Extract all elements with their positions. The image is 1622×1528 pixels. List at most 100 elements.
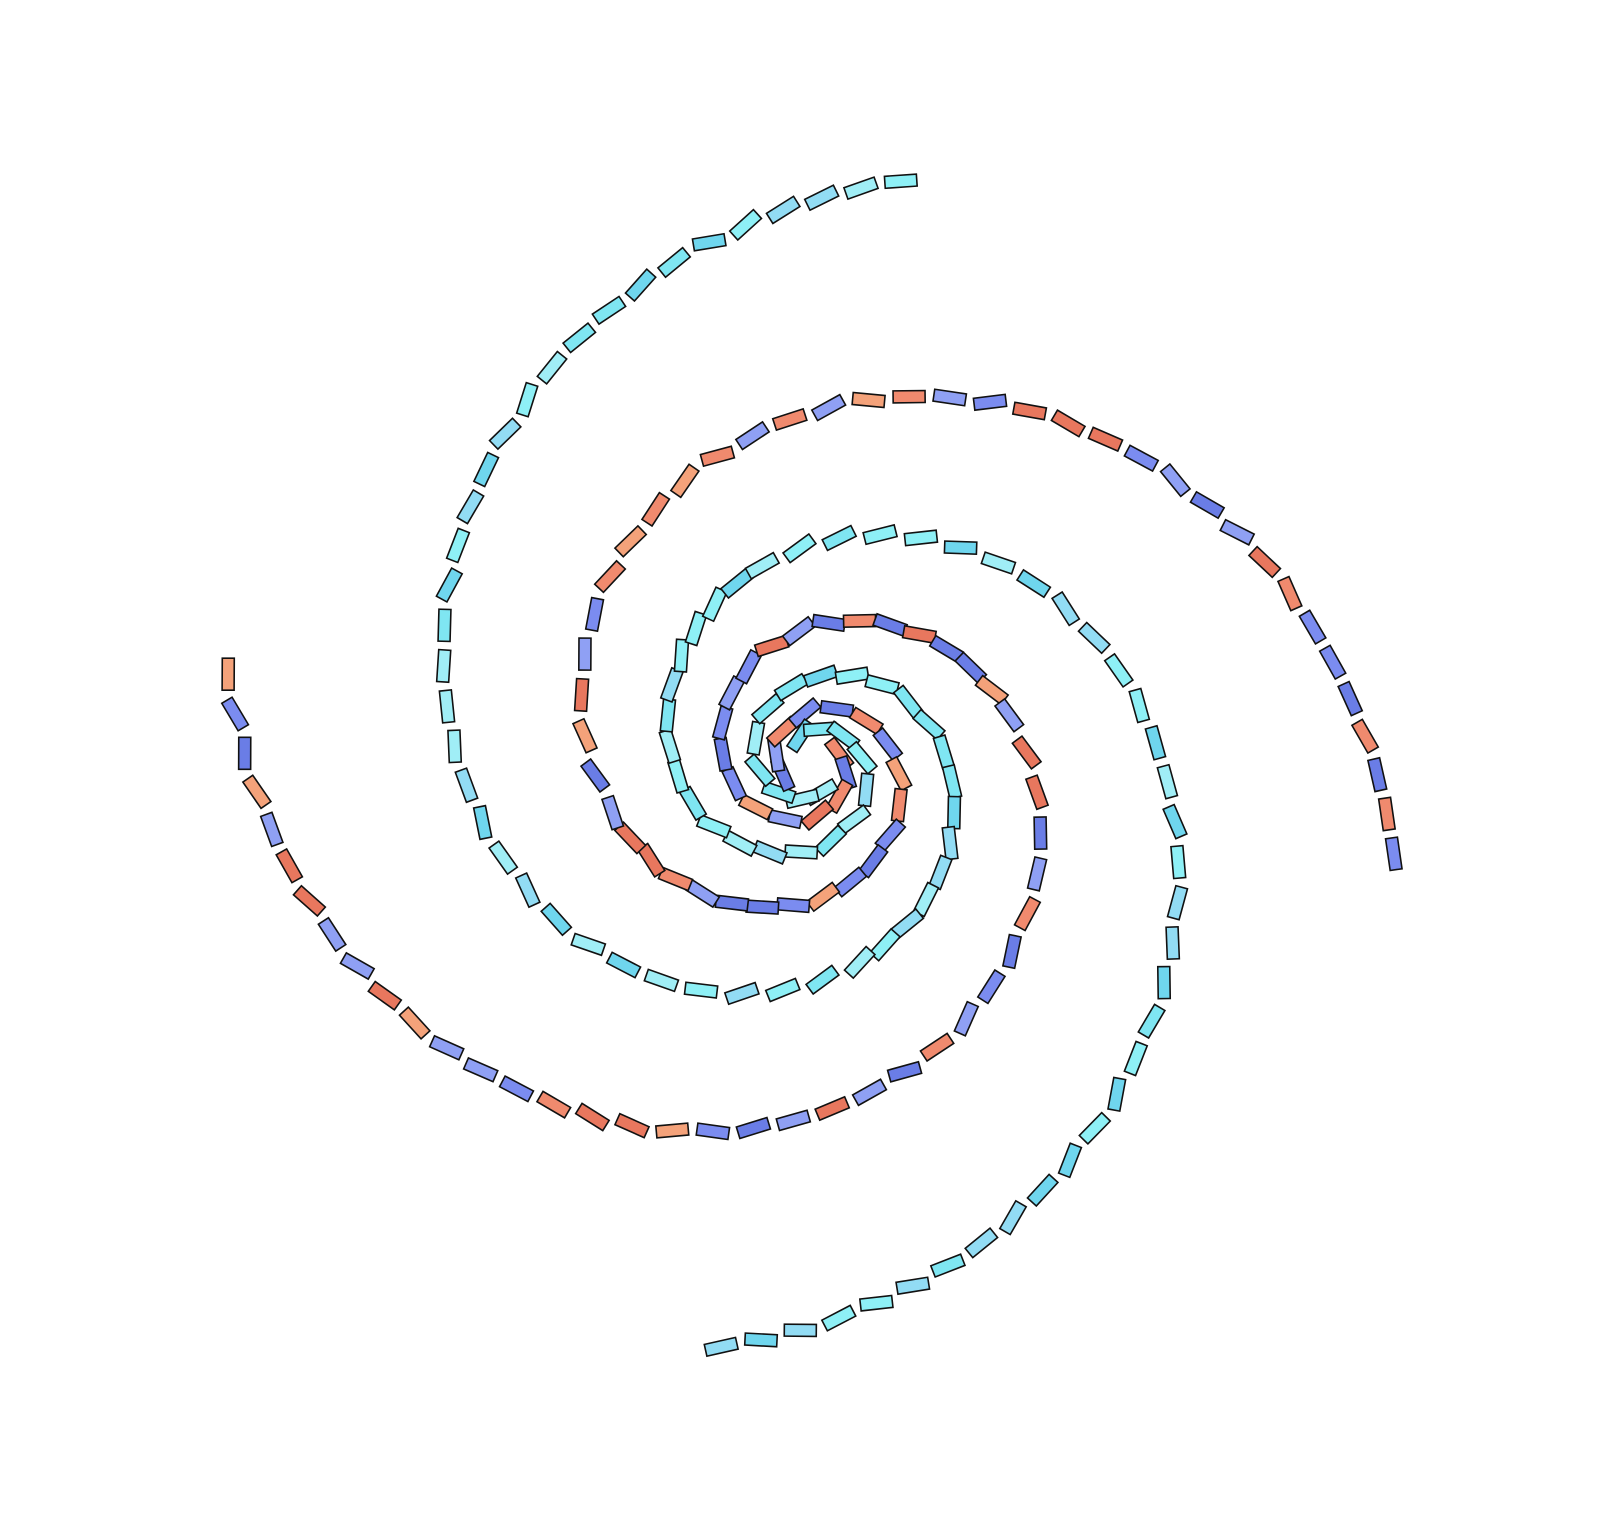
spiral-rect	[1162, 803, 1188, 840]
spiral-rect	[872, 726, 904, 762]
spiral-rect	[932, 733, 956, 771]
spiral-rect	[771, 407, 808, 432]
spiral-rect	[472, 804, 493, 841]
spiral-rect	[275, 847, 304, 884]
spiral-rect	[571, 717, 599, 754]
spiral-rect	[720, 765, 748, 802]
spiral-rect	[683, 981, 719, 999]
spiral-rect	[1015, 568, 1052, 599]
spiral-rect	[811, 613, 847, 633]
spiral-rect	[885, 755, 913, 792]
spiral-rect	[843, 945, 877, 980]
spiral-rect	[964, 1227, 999, 1259]
spiral-rect	[462, 1056, 499, 1083]
spiral-rect	[659, 697, 677, 733]
spiral-rect	[658, 728, 682, 765]
spiral-rect	[1137, 1003, 1167, 1040]
spiral-rect	[1057, 1142, 1083, 1179]
spiral-rect	[735, 1116, 772, 1140]
spiral-rect	[654, 1122, 690, 1139]
spiral-rect	[851, 391, 886, 409]
spiral-rect	[886, 1060, 923, 1083]
spiral-rect	[781, 532, 818, 564]
spiral-rect	[848, 706, 885, 736]
spiral-rect	[339, 951, 376, 981]
spiral-rect	[1123, 444, 1160, 473]
spiral-rect	[903, 529, 939, 547]
spiral-rect	[613, 1112, 651, 1139]
spiral-rect	[435, 566, 464, 604]
spiral-rect	[998, 1199, 1028, 1236]
spiral-rect	[1013, 895, 1042, 932]
spiral-rect	[699, 445, 736, 468]
spiral-rect	[834, 666, 870, 686]
spiral-rect	[943, 540, 978, 555]
spiral-rect	[813, 824, 848, 858]
spiral-rect	[734, 420, 771, 451]
spiral-rect	[498, 1074, 535, 1103]
spiral-rect	[1107, 1076, 1127, 1113]
spiral-rect	[760, 780, 797, 805]
spiral-rect	[714, 894, 750, 912]
spiral-rect	[1377, 796, 1397, 832]
spiral-rect	[367, 980, 403, 1011]
spiral-rect	[1247, 545, 1282, 579]
spiral-rect	[800, 799, 835, 832]
spiral-rect	[1001, 933, 1023, 970]
spiral-rect	[1011, 734, 1043, 771]
spiral-rect	[711, 704, 734, 741]
spiral-rect	[1337, 680, 1364, 717]
spiral-rect	[1159, 462, 1192, 498]
spiral-rect	[579, 757, 611, 794]
spiral-rect	[803, 184, 840, 212]
spiral-rect	[972, 393, 1008, 412]
spiral-rect	[805, 881, 841, 913]
spiral-rect	[624, 268, 657, 303]
spiral-rect	[745, 899, 780, 915]
spiral-rect	[901, 624, 938, 645]
spiral-rect	[842, 176, 880, 201]
spiral-rect	[447, 729, 463, 764]
spiral-rect	[578, 637, 592, 671]
spiral-rect	[953, 1000, 980, 1037]
spiral-rect	[292, 884, 327, 918]
spiral-rect	[591, 295, 627, 326]
spiral-rect	[1350, 718, 1380, 755]
spiral-rect	[514, 871, 541, 909]
spiral-rect	[1033, 816, 1048, 851]
spiral-rect	[659, 666, 685, 704]
spiral-rect	[775, 897, 811, 914]
spiral-rect	[890, 787, 908, 823]
spiral-rect	[536, 350, 568, 386]
spiral-rect	[438, 688, 456, 724]
spiral-rect	[993, 697, 1025, 733]
spiral-rect	[573, 677, 590, 713]
spiral-rect	[911, 708, 947, 741]
spiral-rect	[821, 524, 858, 552]
spiral-rect	[445, 527, 471, 564]
spiral-rect	[1276, 575, 1303, 612]
spiral-rect	[435, 648, 452, 684]
spiral-rect	[919, 1032, 955, 1063]
spiral-rect	[723, 981, 760, 1006]
spiral-rect	[804, 964, 841, 996]
spiral-rect	[398, 1006, 432, 1040]
spiral-rect	[820, 1304, 857, 1332]
spiral-rect	[221, 657, 236, 692]
spiral-rect	[1165, 925, 1181, 961]
spiral-rect	[946, 795, 962, 830]
spiral-rect	[428, 1034, 465, 1061]
spiral-rect	[1026, 855, 1048, 892]
spiral-rect	[1144, 724, 1167, 761]
spiral-rect	[784, 844, 819, 860]
spiral-rect	[743, 1332, 779, 1348]
spiral-rect	[1024, 774, 1050, 811]
spiral-rect	[643, 968, 680, 993]
spiral-rect	[746, 720, 766, 756]
spiral-rect	[691, 232, 727, 252]
spiral-rect	[703, 1336, 740, 1358]
spiral-rect	[851, 1078, 888, 1107]
spiral-rect	[695, 813, 732, 839]
spiral-rect	[1170, 844, 1187, 880]
